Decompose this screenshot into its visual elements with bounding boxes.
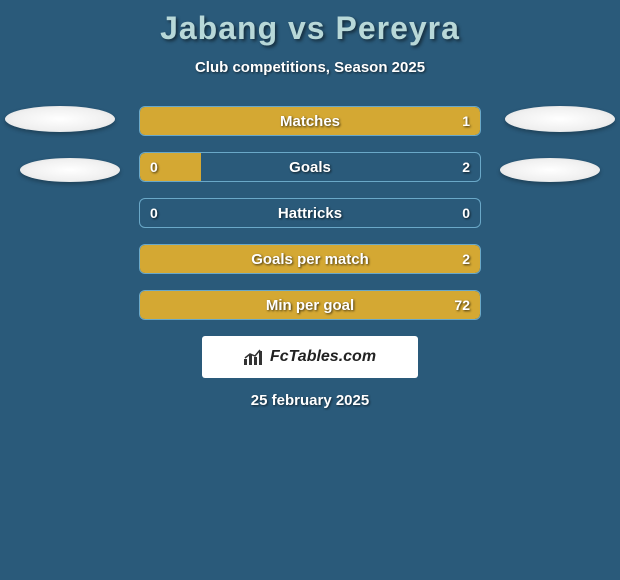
- bar-label: Goals: [140, 153, 480, 181]
- bar-value-right: 1: [462, 107, 470, 135]
- date-text: 25 february 2025: [0, 392, 620, 409]
- bar-value-right: 2: [462, 153, 470, 181]
- bar-value-right: 0: [462, 199, 470, 227]
- player-right-ellipse-2: [500, 158, 600, 182]
- bar-value-right: 72: [454, 291, 470, 319]
- player-right-ellipse-1: [505, 106, 615, 132]
- bar-label: Matches: [140, 107, 480, 135]
- stat-bars: Matches10Goals20Hattricks0Goals per matc…: [139, 106, 481, 320]
- subtitle: Club competitions, Season 2025: [0, 59, 620, 76]
- page-title: Jabang vs Pereyra: [0, 10, 620, 47]
- logo-box[interactable]: FcTables.com: [202, 336, 418, 378]
- chart-icon: [244, 349, 264, 365]
- bar-label: Hattricks: [140, 199, 480, 227]
- player-left-ellipse-1: [5, 106, 115, 132]
- bar-label: Goals per match: [140, 245, 480, 273]
- stat-bar: Min per goal72: [139, 290, 481, 320]
- comparison-card: Jabang vs Pereyra Club competitions, Sea…: [0, 0, 620, 409]
- bar-value-right: 2: [462, 245, 470, 273]
- stat-bar: Goals per match2: [139, 244, 481, 274]
- logo-text: FcTables.com: [270, 348, 376, 366]
- bar-label: Min per goal: [140, 291, 480, 319]
- player-left-ellipse-2: [20, 158, 120, 182]
- stat-bar: 0Hattricks0: [139, 198, 481, 228]
- stat-bar: Matches1: [139, 106, 481, 136]
- stat-bar: 0Goals2: [139, 152, 481, 182]
- stats-area: Matches10Goals20Hattricks0Goals per matc…: [0, 106, 620, 320]
